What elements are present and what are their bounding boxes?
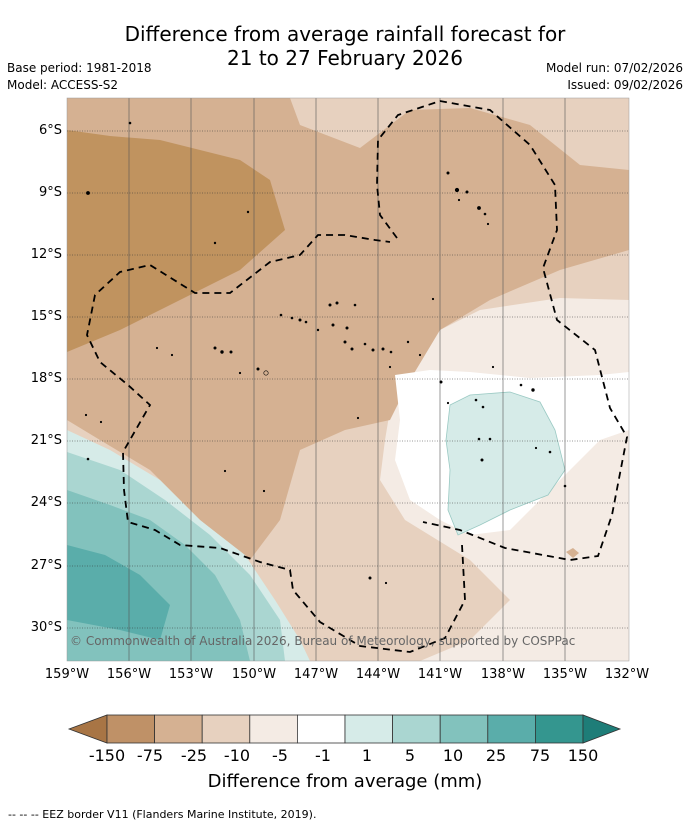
- lat-label: 18°S: [30, 371, 62, 386]
- lon-label: 150°W: [231, 667, 277, 682]
- eez-legend-note: -- -- -- EEZ border V11 (Flanders Marine…: [8, 808, 317, 821]
- model-run: Model run: 07/02/2026: [545, 61, 683, 75]
- lon-label: 156°W: [106, 667, 152, 682]
- colorbar-segment: [249, 714, 298, 744]
- colorbar-segment: [535, 714, 584, 744]
- colorbar-tick: -25: [180, 746, 208, 765]
- lon-label: 135°W: [542, 667, 588, 682]
- lat-label: 15°S: [30, 309, 62, 324]
- colorbar-tick: -10: [223, 746, 251, 765]
- model-name: Model: ACCESS-S2: [7, 78, 119, 92]
- colorbar-segment: [154, 714, 203, 744]
- islands: [84, 121, 567, 585]
- meta-right: Model run: 07/02/2026 Issued: 09/02/2026: [546, 60, 683, 94]
- title-line-2: 21 to 27 February 2026: [227, 46, 463, 70]
- lon-label: 138°W: [480, 667, 526, 682]
- issued-date: Issued: 09/02/2026: [567, 78, 683, 92]
- colorbar-tick: 150: [567, 746, 599, 765]
- band-minus75: [67, 130, 285, 352]
- colorbar-tick: -75: [136, 746, 164, 765]
- colorbar-tick: -1: [315, 746, 331, 765]
- colorbar-segment: [439, 714, 489, 744]
- colorbar-extend-low: [67, 714, 108, 744]
- colorbar-segment: [487, 714, 536, 744]
- wet-patch: [445, 391, 566, 536]
- coast-patch: [566, 548, 579, 558]
- lat-label: 24°S: [30, 495, 62, 510]
- rainfall-field: [67, 98, 629, 661]
- base-period: Base period: 1981-2018: [7, 61, 152, 75]
- colorbar-tick: 1: [361, 746, 373, 765]
- graticule: [67, 130, 629, 629]
- colorbar-segment: [344, 714, 393, 744]
- colorbar-tick: 5: [404, 746, 416, 765]
- colorbar: [67, 714, 622, 744]
- copyright-note: © Commonwealth of Australia 2026, Bureau…: [70, 634, 576, 648]
- lat-label: 21°S: [30, 433, 62, 448]
- lat-label: 9°S: [38, 185, 62, 200]
- colorbar-tick: -5: [272, 746, 288, 765]
- colorbar-segment: [201, 714, 251, 744]
- lat-label: 27°S: [30, 558, 62, 573]
- colorbar-tick: 25: [485, 746, 507, 765]
- colorbar-extend-high: [582, 714, 622, 744]
- eez-border: [86, 100, 628, 653]
- meta-left: Base period: 1981-2018 Model: ACCESS-S2: [7, 60, 152, 94]
- colorbar-title: Difference from average (mm): [207, 771, 483, 792]
- colorbar-segment: [392, 714, 441, 744]
- lon-label: 144°W: [355, 667, 401, 682]
- colorbar-tick: 75: [529, 746, 551, 765]
- map-title: Difference from average rainfall forecas…: [0, 22, 690, 70]
- map-frame: [66, 97, 630, 662]
- colorbar-segment: [106, 714, 155, 744]
- lon-label: 141°W: [417, 667, 463, 682]
- colorbar-tick: -150: [88, 746, 126, 765]
- colorbar-tick: 10: [442, 746, 464, 765]
- lat-label: 12°S: [30, 247, 62, 262]
- colorbar-segment: [296, 714, 346, 744]
- lon-label: 132°W: [604, 667, 650, 682]
- title-line-1: Difference from average rainfall forecas…: [124, 22, 566, 46]
- band-plus25: [67, 545, 170, 640]
- lat-label: 30°S: [30, 620, 62, 635]
- lon-label: 147°W: [293, 667, 339, 682]
- lat-label: 6°S: [38, 123, 62, 138]
- lon-label: 153°W: [168, 667, 214, 682]
- lon-label: 159°W: [44, 667, 90, 682]
